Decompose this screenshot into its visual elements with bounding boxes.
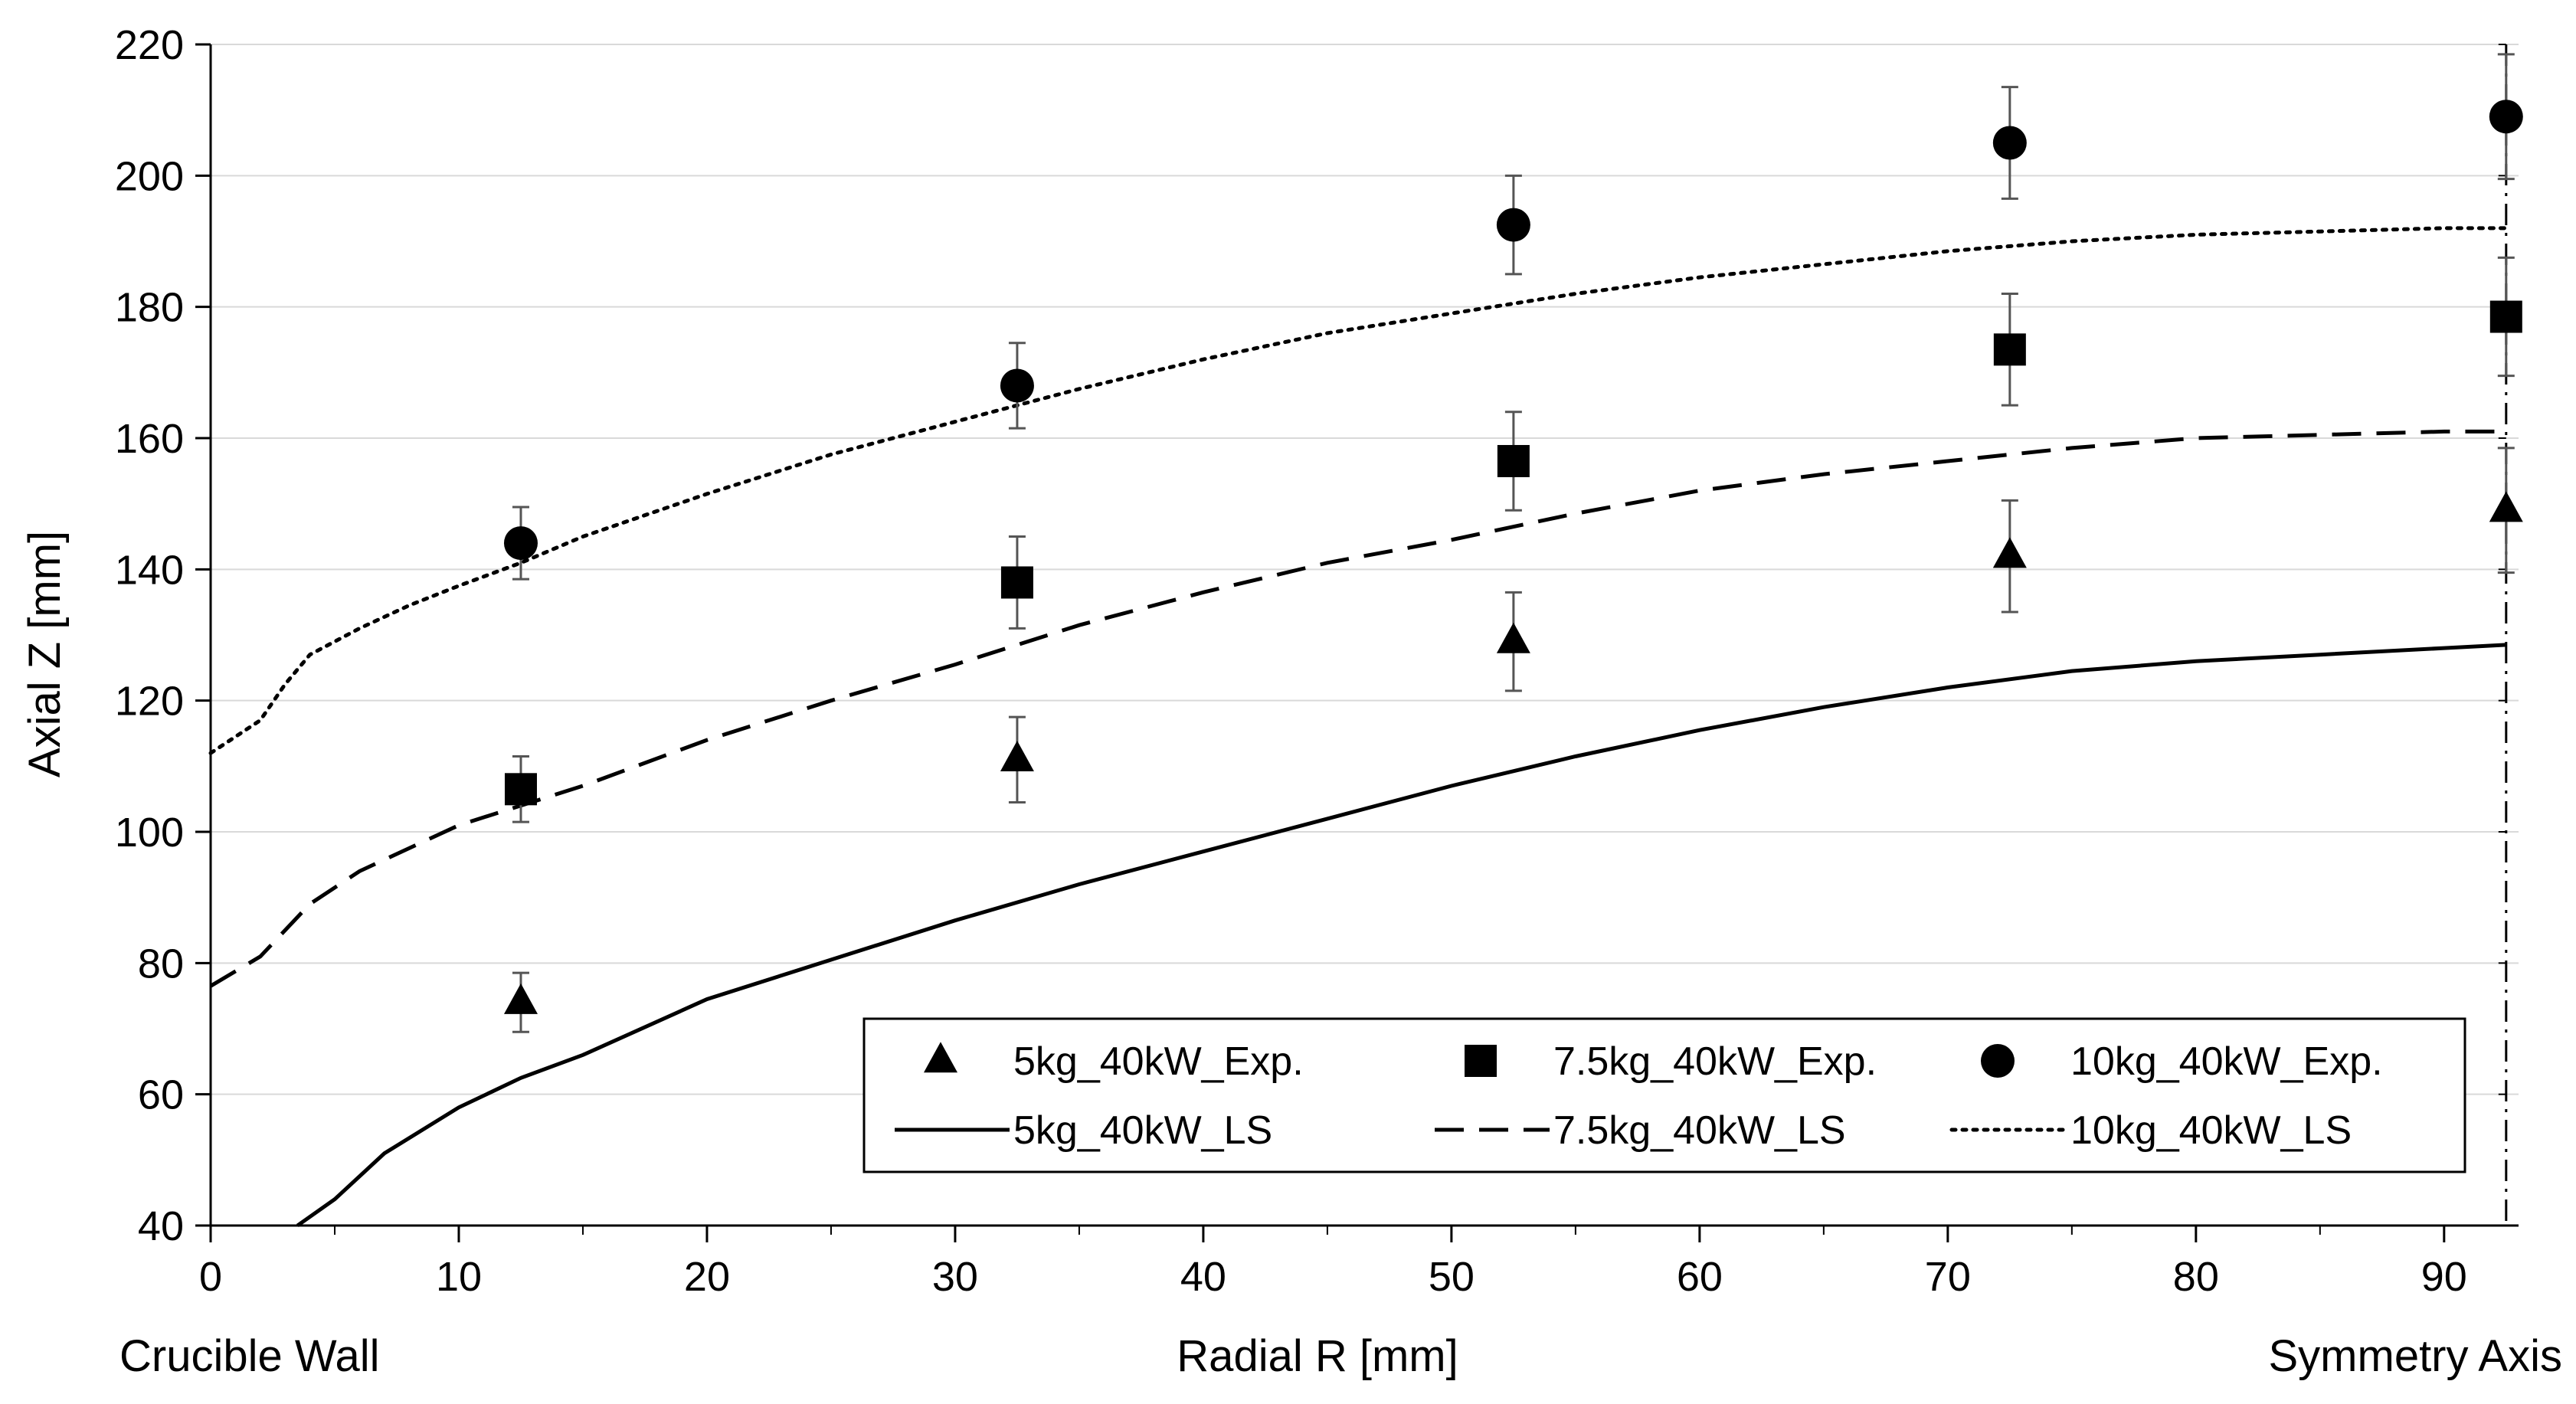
- point-7.5kg_40kW_Exp.-3: [1993, 333, 2026, 366]
- y-tick-label-200: 200: [115, 153, 184, 199]
- y-tick-label-60: 60: [138, 1072, 184, 1118]
- series-line-10kg_40kW_LS: [208, 226, 2509, 755]
- legend-marker-7.5kg_40kW_Exp.: [1465, 1045, 1497, 1077]
- x-tick-label-10: 10: [436, 1254, 482, 1300]
- experimental-points: [503, 53, 2523, 1033]
- x-right-end-label: Symmetry Axis: [2269, 1331, 2563, 1381]
- point-10kg_40kW_Exp.-4: [2489, 100, 2523, 134]
- point-5kg_40kW_Exp.-0: [503, 983, 538, 1014]
- x-tick-label-80: 80: [2173, 1254, 2219, 1300]
- legend-label-5kg_40kW_Exp.: 5kg_40kW_Exp.: [1013, 1039, 1304, 1084]
- symmetry-axis-line: [2498, 44, 2508, 1226]
- x-tick-label-50: 50: [1429, 1254, 1475, 1300]
- point-5kg_40kW_Exp.-4: [2489, 491, 2523, 522]
- point-10kg_40kW_Exp.-2: [1496, 208, 1530, 242]
- point-7.5kg_40kW_Exp.-1: [1000, 566, 1033, 599]
- y-tick-label-220: 220: [115, 22, 184, 68]
- legend: 5kg_40kW_Exp. 7.5kg_40kW_Exp. 10kg_40kW_Ex…: [862, 1017, 2466, 1173]
- legend-label-5kg_40kW_LS: 5kg_40kW_LS: [1013, 1108, 1272, 1153]
- legend-label-7.5kg_40kW_Exp.: 7.5kg_40kW_Exp.: [1553, 1039, 1877, 1084]
- tick-labels: 40 60 80 100 120 140 160 180 200 220 0 10 20 30 40 50 60…: [115, 22, 2467, 1300]
- model-curves: [208, 226, 2509, 1228]
- legend-box: [862, 1017, 2466, 1173]
- y-tick-label-100: 100: [115, 810, 184, 856]
- point-5kg_40kW_Exp.-3: [1992, 537, 2027, 568]
- x-tick-label-60: 60: [1677, 1254, 1723, 1300]
- gridlines: [211, 44, 2519, 1095]
- x-tick-label-90: 90: [2421, 1254, 2467, 1300]
- x-tick-label-30: 30: [932, 1254, 978, 1300]
- point-5kg_40kW_Exp.-2: [1496, 622, 1530, 653]
- x-tick-label-0: 0: [199, 1254, 222, 1300]
- y-tick-label-140: 140: [115, 547, 184, 593]
- y-tick-label-160: 160: [115, 416, 184, 462]
- legend-label-7.5kg_40kW_LS: 7.5kg_40kW_LS: [1553, 1108, 1846, 1153]
- x-tick-label-40: 40: [1180, 1254, 1226, 1300]
- y-tick-label-180: 180: [115, 285, 184, 331]
- axes: [195, 43, 2519, 1242]
- legend-marker-10kg_40kW_Exp.: [1981, 1044, 2015, 1078]
- point-7.5kg_40kW_Exp.-2: [1497, 444, 1530, 477]
- y-tick-label-120: 120: [115, 679, 184, 725]
- y-tick-label-80: 80: [138, 941, 184, 987]
- x-tick-label-70: 70: [1925, 1254, 1971, 1300]
- series-line-7.5kg_40kW_LS: [209, 429, 2506, 988]
- y-tick-label-40: 40: [138, 1203, 184, 1249]
- point-5kg_40kW_Exp.-1: [1000, 740, 1034, 771]
- point-7.5kg_40kW_Exp.-4: [2489, 300, 2522, 333]
- x-tick-label-20: 20: [684, 1254, 730, 1300]
- point-10kg_40kW_Exp.-0: [503, 526, 538, 561]
- legend-label-10kg_40kW_Exp.: 10kg_40kW_Exp.: [2070, 1039, 2383, 1084]
- series-line-5kg_40kW_LS: [296, 643, 2506, 1228]
- x-axis-title: Radial R [mm]: [1177, 1331, 1458, 1381]
- legend-marker-5kg_40kW_Exp.: [924, 1042, 957, 1073]
- y-axis-title: Axial Z [mm]: [20, 531, 70, 777]
- point-10kg_40kW_Exp.-3: [1992, 126, 2027, 160]
- point-10kg_40kW_Exp.-1: [1000, 368, 1034, 403]
- legend-label-10kg_40kW_LS: 10kg_40kW_LS: [2070, 1108, 2352, 1153]
- x-left-end-label: Crucible Wall: [119, 1331, 379, 1381]
- point-7.5kg_40kW_Exp.-0: [504, 773, 537, 806]
